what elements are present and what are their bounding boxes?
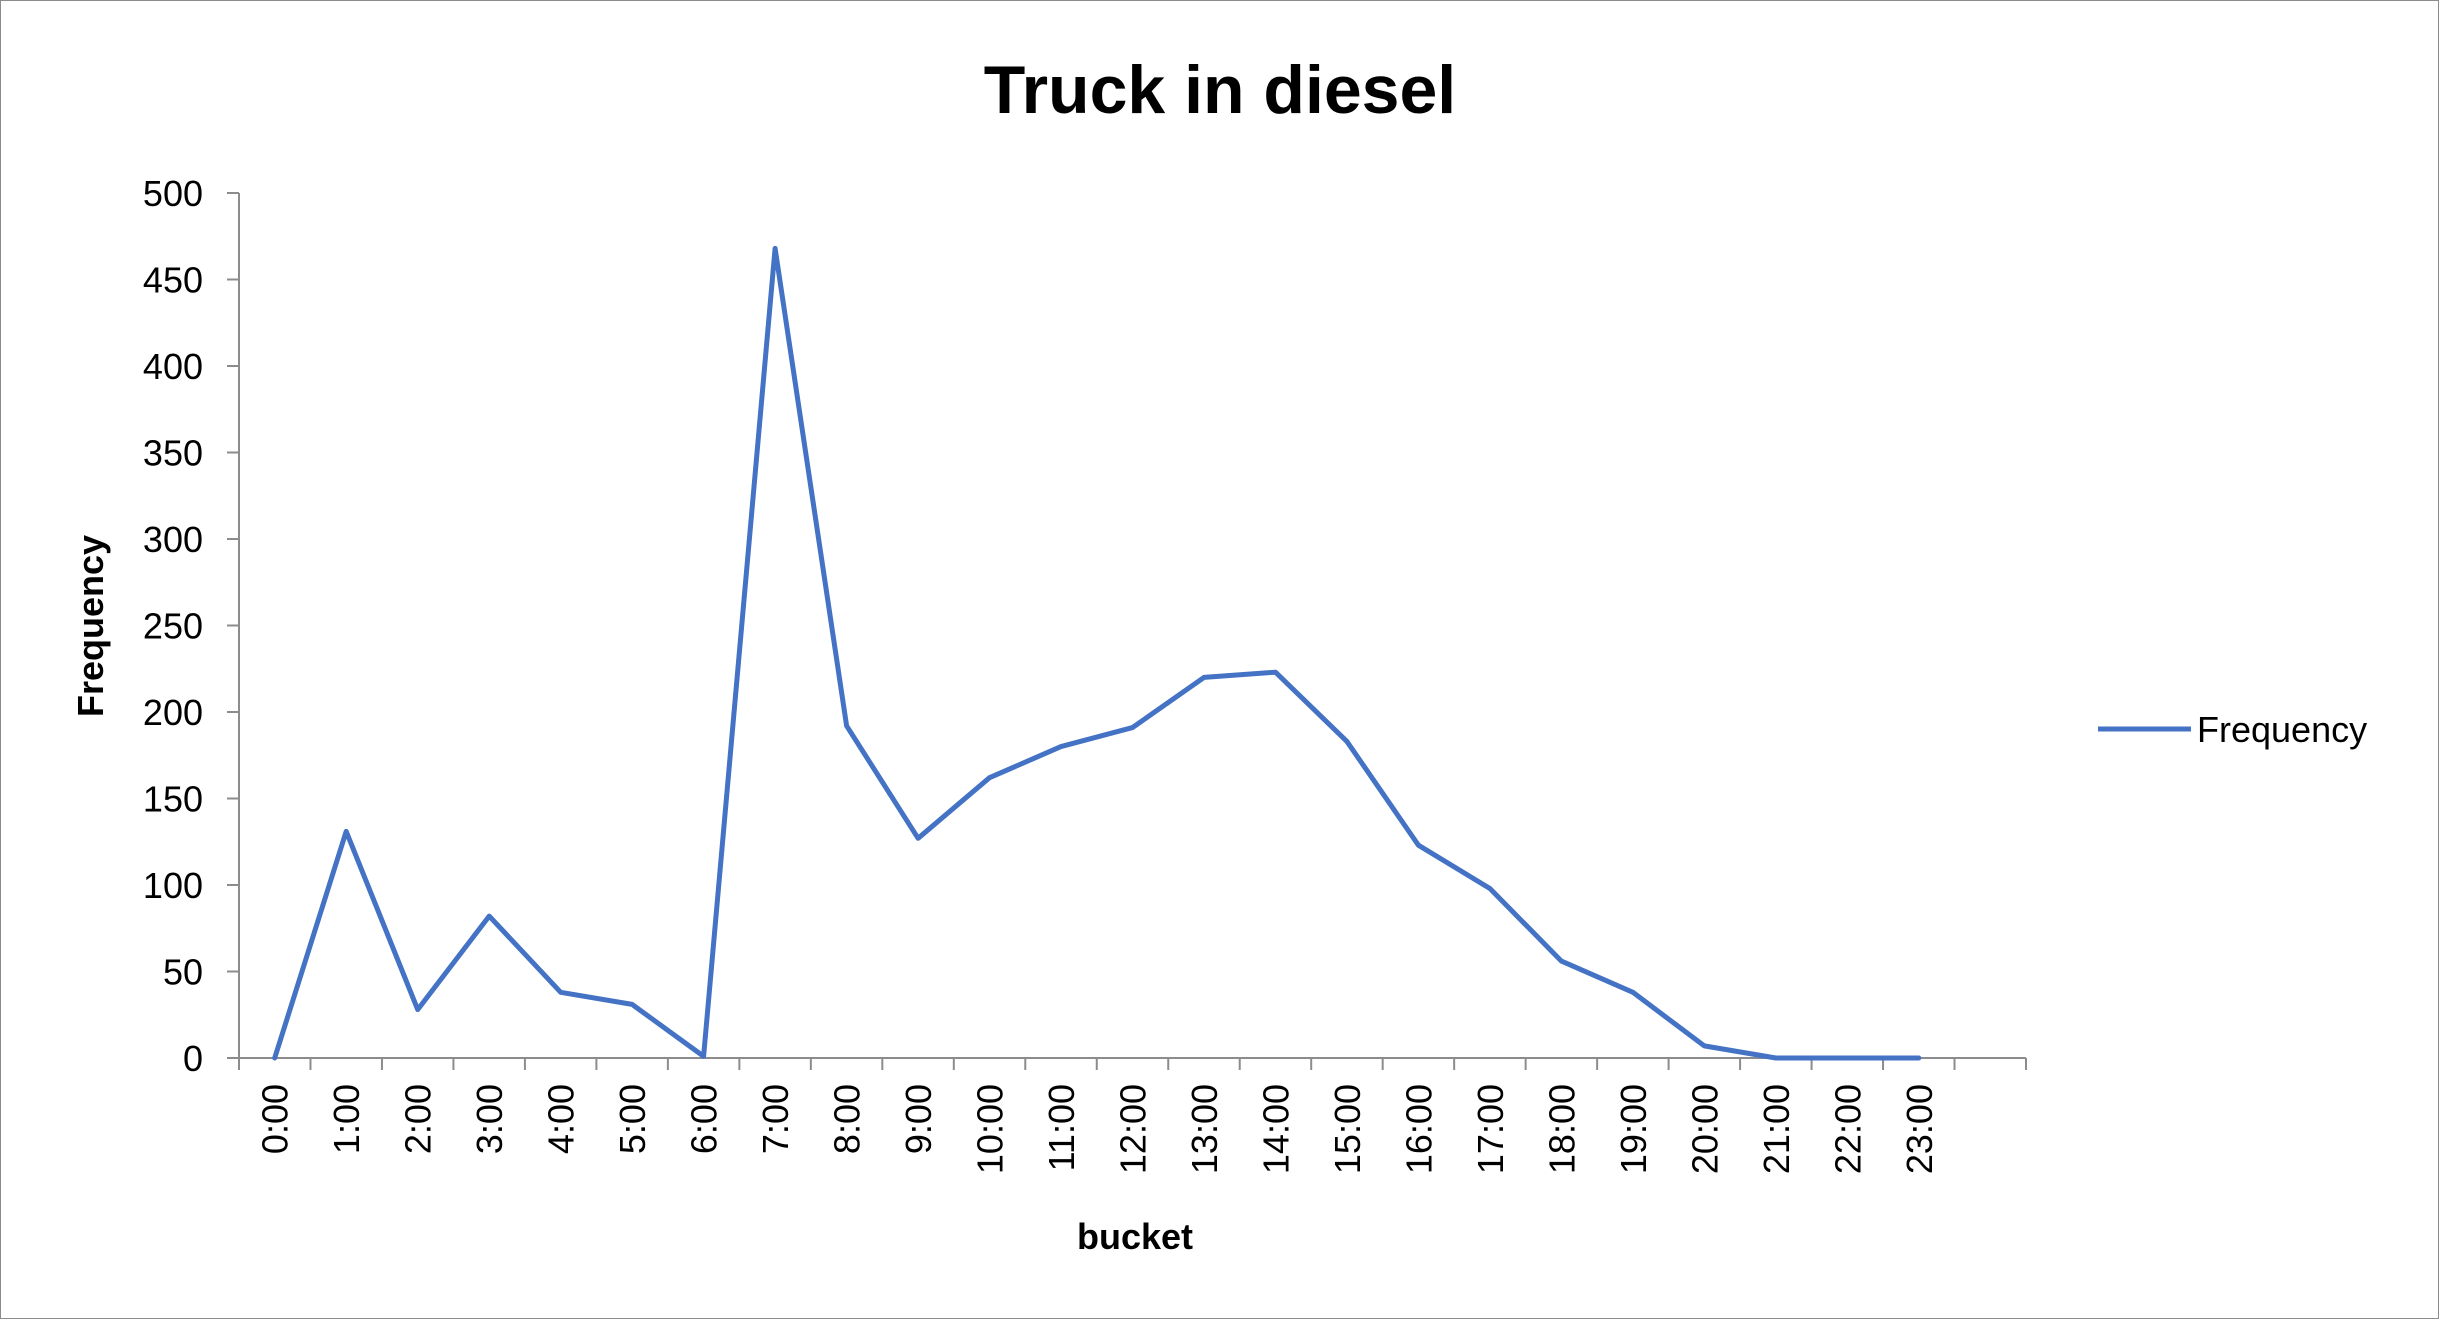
x-tick-label: 0:00 (255, 1084, 296, 1154)
x-tick-label: 2:00 (398, 1084, 439, 1154)
x-tick-label: 15:00 (1327, 1084, 1368, 1174)
y-tick-label: 100 (143, 865, 203, 906)
x-tick-label: 18:00 (1541, 1084, 1582, 1174)
series-layer (272, 245, 1922, 1061)
x-tick-label: 16:00 (1398, 1084, 1439, 1174)
x-tick-label: 13:00 (1184, 1084, 1225, 1174)
y-tick-label: 500 (143, 173, 203, 214)
y-axis-title: Frequency (70, 535, 111, 717)
x-tick-label: 6:00 (684, 1084, 725, 1154)
x-tick-label: 10:00 (970, 1084, 1011, 1174)
x-tick-label: 14:00 (1255, 1084, 1296, 1174)
y-tick-label: 150 (143, 779, 203, 820)
y-tick-label: 450 (143, 260, 203, 301)
y-tick-label: 350 (143, 433, 203, 474)
chart-title: Truck in diesel (984, 52, 1456, 128)
x-tick-label: 12:00 (1113, 1084, 1154, 1174)
x-tick-label: 22:00 (1827, 1084, 1868, 1174)
y-tick-label: 200 (143, 692, 203, 733)
x-tick-label: 9:00 (898, 1084, 939, 1154)
legend: Frequency (2098, 709, 2367, 750)
x-tick-label: 3:00 (469, 1084, 510, 1154)
x-axis-ticks: 0:00 1:00 2:00 3:00 4:00 5:00 6:00 7:00 8:00 9:00… (238, 1058, 2027, 1174)
axes (238, 193, 2026, 1059)
y-tick-label: 0 (183, 1038, 203, 1079)
y-tick-label: 50 (163, 952, 203, 993)
y-tick-label: 400 (143, 346, 203, 387)
x-tick-label: 20:00 (1684, 1084, 1725, 1174)
x-tick-label: 21:00 (1756, 1084, 1797, 1174)
x-tick-label: 5:00 (612, 1084, 653, 1154)
x-tick-label: 7:00 (755, 1084, 796, 1154)
x-tick-label: 19:00 (1613, 1084, 1654, 1174)
x-axis-title: bucket (1077, 1216, 1193, 1257)
legend-label: Frequency (2197, 709, 2367, 750)
x-tick-label: 23:00 (1899, 1084, 1940, 1174)
x-tick-label: 8:00 (827, 1084, 868, 1154)
y-tick-label: 300 (143, 519, 203, 560)
x-tick-label: 17:00 (1470, 1084, 1511, 1174)
x-tick-label: 1:00 (326, 1084, 367, 1154)
y-tick-label: 250 (143, 606, 203, 647)
series-line-frequency (272, 245, 1922, 1061)
x-tick-label: 11:00 (1041, 1084, 1082, 1171)
y-axis-ticks: 0 50 100 150 200 250 300 350 400 450 500 (143, 173, 239, 1079)
x-tick-label: 4:00 (541, 1084, 582, 1154)
